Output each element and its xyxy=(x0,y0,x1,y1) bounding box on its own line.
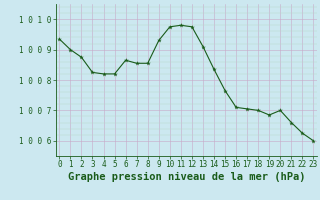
X-axis label: Graphe pression niveau de la mer (hPa): Graphe pression niveau de la mer (hPa) xyxy=(68,172,305,182)
